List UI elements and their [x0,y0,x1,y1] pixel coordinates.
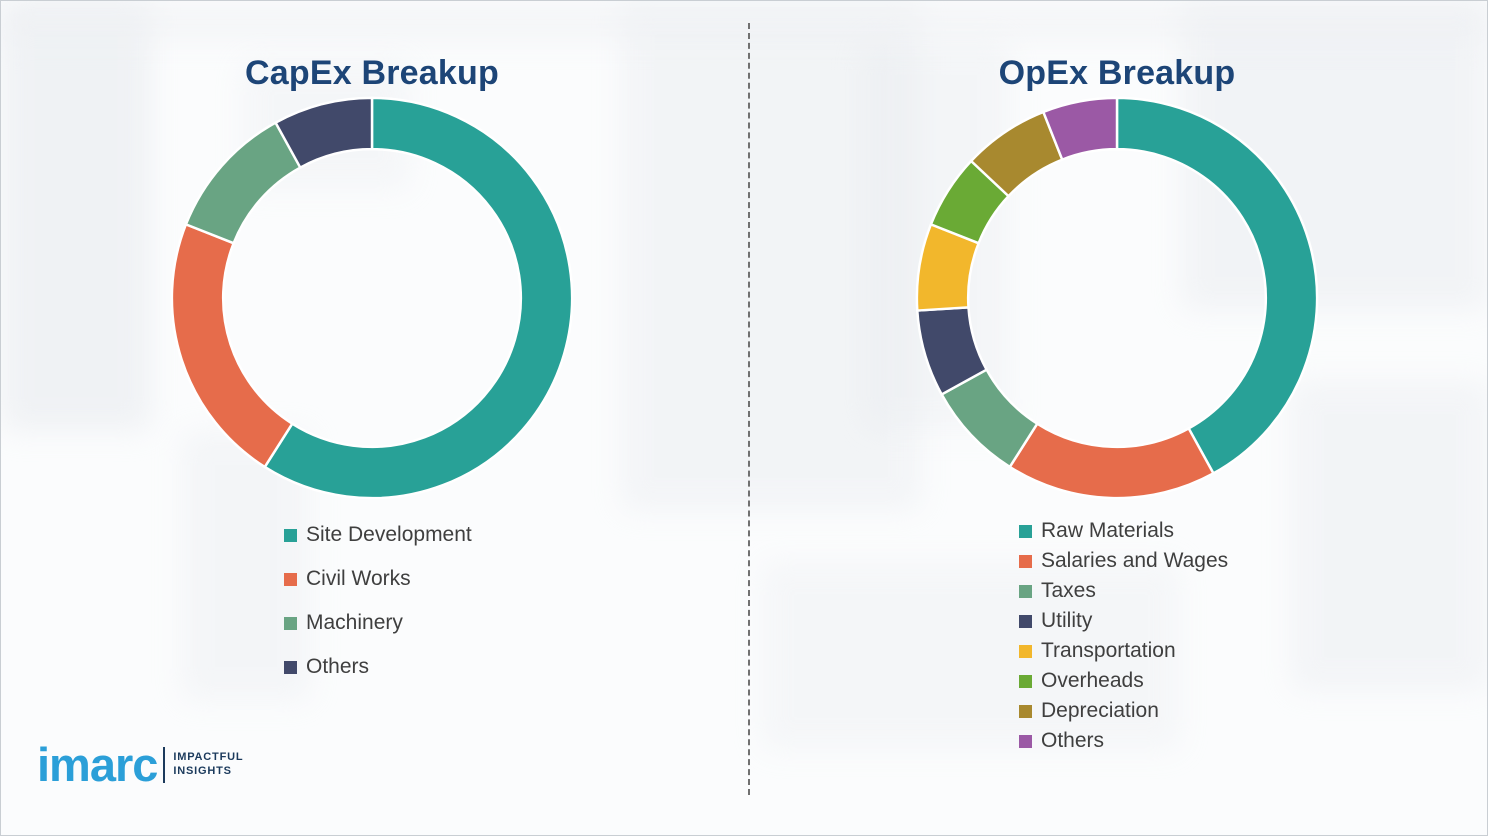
legend-item: Depreciation [1019,696,1228,726]
legend-swatch-icon [284,572,297,586]
logo-tagline-line1: IMPACTFUL [173,750,244,763]
legend-item: Site Development [284,513,472,557]
legend-item: Taxes [1019,576,1228,606]
imarc-wordmark: imarc [37,738,158,791]
legend-label: Overheads [1041,669,1144,692]
donut-segment-machinery [184,121,302,245]
background-texture [1291,381,1487,691]
donut-segment-salaries-and-wages [1008,422,1215,500]
donut-segment-raw-materials [1115,96,1319,475]
donut-segment-others [1042,96,1119,161]
legend-item: Salaries and Wages [1019,546,1228,576]
legend-label: Utility [1041,609,1093,632]
legend-label: Others [1041,729,1105,752]
logo-tagline-line2: INSIGHTS [173,764,232,777]
capex-title: CapEx Breakup [245,53,499,92]
legend-swatch-icon [1019,614,1032,628]
capex-donut-chart-svg [170,96,574,500]
legend-item: Civil Works [284,557,472,601]
legend-swatch-icon [284,660,297,674]
legend-item: Raw Materials [1019,516,1228,546]
background-texture [1,1,1487,43]
legend-swatch-icon [1019,584,1032,598]
legend-swatch-icon [1019,674,1032,688]
legend-swatch-icon [1019,734,1032,748]
legend-item: Machinery [284,601,472,645]
legend-item: Others [1019,726,1228,756]
legend-item: Overheads [1019,666,1228,696]
legend-swatch-icon [1019,644,1032,658]
legend-item: Others [284,645,472,689]
legend-label: Salaries and Wages [1041,549,1229,572]
legend-label: Depreciation [1041,699,1159,722]
legend-label: Transportation [1041,639,1176,662]
opex-title: OpEx Breakup [998,53,1236,92]
capex-legend: Site Development Civil Works Machinery Othe… [284,513,472,689]
background-texture [1,1,151,431]
opex-donut-chart-svg [915,96,1319,500]
legend-swatch-icon [1019,524,1032,538]
background-texture [761,561,1181,751]
donut-segment-site-development [263,96,574,500]
divider-line [748,23,750,795]
legend-item: Utility [1019,606,1228,636]
legend-label: Machinery [306,611,403,634]
legend-swatch-icon [284,528,297,542]
legend-label: Civil Works [306,567,411,590]
imarc-logo: imarc IMPACTFUL INSIGHTS [37,741,243,788]
legend-label: Raw Materials [1041,519,1175,542]
legend-item: Transportation [1019,636,1228,666]
donut-segment-civil-works [170,223,294,469]
logo-tagline: IMPACTFUL INSIGHTS [173,751,243,779]
legend-swatch-icon [1019,704,1032,718]
legend-label: Others [306,655,370,678]
legend-label: Site Development [306,523,472,546]
legend-swatch-icon [1019,554,1032,568]
background-texture [621,1,921,511]
legend-swatch-icon [284,616,297,630]
logo-divider-bar [163,746,166,783]
capex-donut-chart [165,91,579,505]
opex-donut-chart [910,91,1324,505]
opex-legend: Raw Materials Salaries and Wages Taxes Util… [1019,516,1228,756]
legend-label: Taxes [1041,579,1096,602]
donut-segment-others [274,96,374,169]
